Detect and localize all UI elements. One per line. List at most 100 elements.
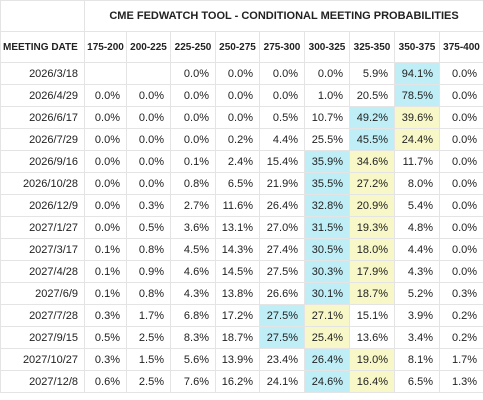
- probability-cell: 11.6%: [215, 194, 260, 217]
- probability-cell: 0.0%: [84, 172, 127, 195]
- probability-cell: 1.3%: [438, 370, 483, 393]
- probability-cell: 0.0%: [438, 106, 483, 129]
- probability-cell: 6.5%: [394, 370, 440, 393]
- probability-cell: 2.5%: [126, 370, 171, 393]
- probability-cell: 0.2%: [438, 304, 483, 327]
- probability-cell: 13.1%: [215, 216, 260, 239]
- probability-cell: 0.3%: [84, 304, 127, 327]
- probability-cell: 1.7%: [126, 304, 171, 327]
- title-corner: [0, 0, 85, 32]
- meeting-date-cell: 2027/12/8: [0, 370, 85, 393]
- probability-cell: 27.2%: [349, 172, 395, 195]
- probability-cell: 0.0%: [126, 106, 171, 129]
- range-header-200-225: 200-225: [126, 31, 171, 63]
- probability-cell: 27.1%: [304, 304, 350, 327]
- probability-cell: 3.6%: [170, 216, 216, 239]
- table-row: 2026/3/18 0.0% 0.0% 0.0% 0.0% 5.9% 94.1% 0.0%: [0, 62, 483, 85]
- probability-cell: 32.8%: [304, 194, 350, 217]
- probability-cell: 16.2%: [215, 370, 260, 393]
- meeting-date-cell: 2027/1/27: [0, 216, 85, 239]
- meeting-date-cell: 2026/3/18: [0, 62, 85, 85]
- probability-cell: 78.5%: [394, 84, 440, 107]
- probability-cell: 11.7%: [394, 150, 440, 173]
- probability-cell: 5.9%: [349, 62, 395, 85]
- probability-cell: 39.6%: [394, 106, 440, 129]
- meeting-date-cell: 2027/3/17: [0, 238, 85, 261]
- probability-cell: 25.5%: [304, 128, 350, 151]
- probability-cell: 0.0%: [438, 62, 483, 85]
- probability-cell: 4.8%: [394, 216, 440, 239]
- meeting-date-cell: 2027/4/28: [0, 260, 85, 283]
- probability-cell: 0.0%: [438, 216, 483, 239]
- probability-cell: 10.7%: [304, 106, 350, 129]
- range-header-175-200: 175-200: [84, 31, 127, 63]
- meeting-date-cell: 2027/10/27: [0, 348, 85, 371]
- probability-cell: 26.4%: [259, 194, 305, 217]
- probability-cell: 20.9%: [349, 194, 395, 217]
- probability-cell: 0.6%: [84, 370, 127, 393]
- probability-cell: 27.4%: [259, 238, 305, 261]
- probability-cell: 27.5%: [259, 326, 305, 349]
- probability-cell: 24.4%: [394, 128, 440, 151]
- probability-cell: 30.3%: [304, 260, 350, 283]
- probability-cell: 0.5%: [259, 106, 305, 129]
- probability-cell: 4.3%: [170, 282, 216, 305]
- probability-cell: 0.8%: [126, 238, 171, 261]
- probability-cell: [126, 62, 171, 85]
- probability-cell: 0.0%: [126, 172, 171, 195]
- probability-cell: [84, 62, 127, 85]
- probability-cell: 35.5%: [304, 172, 350, 195]
- probability-cell: 0.0%: [170, 84, 216, 107]
- range-header-275-300: 275-300: [259, 31, 305, 63]
- probability-cell: 25.4%: [304, 326, 350, 349]
- probability-cell: 0.0%: [126, 84, 171, 107]
- probability-cell: 0.5%: [126, 216, 171, 239]
- probability-cell: 27.5%: [259, 304, 305, 327]
- probability-cell: 0.0%: [84, 216, 127, 239]
- probability-cell: 0.0%: [84, 150, 127, 173]
- probability-cell: 0.0%: [259, 84, 305, 107]
- probability-cell: 18.7%: [349, 282, 395, 305]
- meeting-date-cell: 2027/6/9: [0, 282, 85, 305]
- probability-cell: 0.1%: [84, 282, 127, 305]
- probability-cell: 23.4%: [259, 348, 305, 371]
- probability-cell: 0.3%: [126, 194, 171, 217]
- probability-cell: 5.4%: [394, 194, 440, 217]
- probability-cell: 0.0%: [215, 84, 260, 107]
- range-header-375-400: 375-400: [438, 31, 483, 63]
- probability-cell: 0.2%: [438, 326, 483, 349]
- table-row: 2026/7/29 0.0% 0.0% 0.0% 0.2% 4.4% 25.5% 45.5% 2…: [0, 128, 483, 151]
- table-body: 2026/3/18 0.0% 0.0% 0.0% 0.0% 5.9% 94.1% 0.0% 20…: [0, 62, 483, 393]
- probability-cell: 0.0%: [259, 62, 305, 85]
- probability-cell: 30.1%: [304, 282, 350, 305]
- probability-cell: 0.0%: [438, 128, 483, 151]
- probability-cell: 3.9%: [394, 304, 440, 327]
- probability-cell: 13.9%: [215, 348, 260, 371]
- table-row: 2027/1/27 0.0% 0.5% 3.6% 13.1% 27.0% 31.5% 19.3…: [0, 216, 483, 239]
- probability-cell: 16.4%: [349, 370, 395, 393]
- probability-cell: 0.0%: [215, 106, 260, 129]
- range-header-300-325: 300-325: [304, 31, 350, 63]
- probability-cell: 31.5%: [304, 216, 350, 239]
- probability-cell: 21.9%: [259, 172, 305, 195]
- table-title: CME FEDWATCH TOOL - CONDITIONAL MEETING …: [83, 0, 483, 32]
- probability-cell: 27.0%: [259, 216, 305, 239]
- probability-cell: 5.6%: [170, 348, 216, 371]
- table-row: 2026/10/28 0.0% 0.0% 0.8% 6.5% 21.9% 35.5% 27.2…: [0, 172, 483, 195]
- probability-cell: 17.2%: [215, 304, 260, 327]
- probability-cell: 17.9%: [349, 260, 395, 283]
- probability-cell: 0.3%: [84, 348, 127, 371]
- probability-cell: 0.9%: [126, 260, 171, 283]
- probability-cell: 15.1%: [349, 304, 395, 327]
- probability-cell: 6.8%: [170, 304, 216, 327]
- meeting-date-cell: 2027/9/15: [0, 326, 85, 349]
- probability-cell: 15.4%: [259, 150, 305, 173]
- table-row: 2026/6/17 0.0% 0.0% 0.0% 0.0% 0.5% 10.7% 49.2% 3…: [0, 106, 483, 129]
- table-row: 2026/4/29 0.0% 0.0% 0.0% 0.0% 0.0% 1.0% 20.5% 78…: [0, 84, 483, 107]
- probability-cell: 0.3%: [438, 282, 483, 305]
- meeting-date-header: MEETING DATE: [0, 31, 85, 63]
- probability-cell: 8.1%: [394, 348, 440, 371]
- range-header-250-275: 250-275: [215, 31, 260, 63]
- range-header-225-250: 225-250: [170, 31, 216, 63]
- table-row: 2027/6/9 0.1% 0.8% 4.3% 13.8% 26.6% 30.1% 18.7%…: [0, 282, 483, 305]
